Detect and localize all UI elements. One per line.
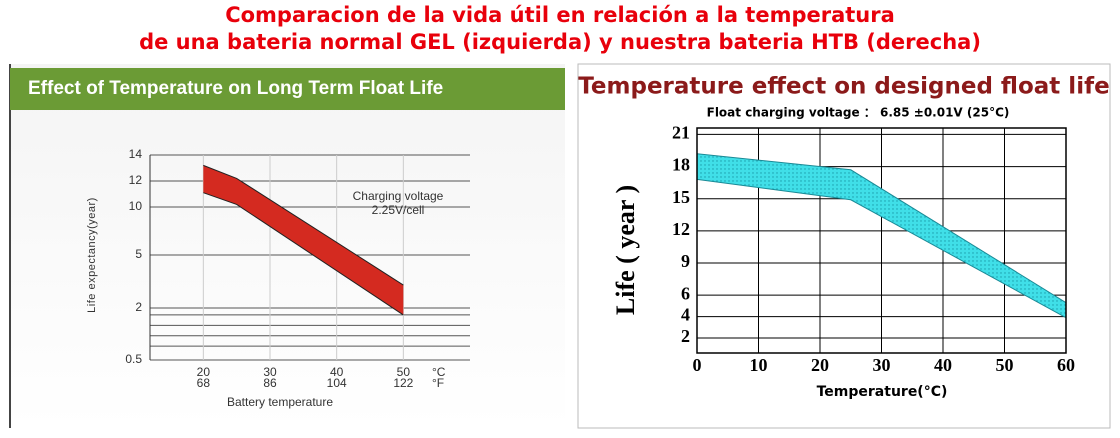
x-axis-label: Battery temperature <box>227 395 333 409</box>
y-tick-label: 15 <box>672 187 690 207</box>
page-title: Comparacion de la vida útil en relación … <box>225 3 895 27</box>
chart-subtitle: Float charging voltage ： 6.85 ±0.01V (25… <box>707 106 1010 120</box>
x-tick-label: 30 <box>263 365 277 379</box>
band-edge <box>696 178 1067 319</box>
right-chart: Temperature effect on designed float lif… <box>577 63 1111 429</box>
chart-title: Temperature effect on designed float lif… <box>578 74 1109 100</box>
y-tick-label: 21 <box>672 123 690 143</box>
x-tick-label: 104 <box>327 376 347 390</box>
header-bar <box>10 68 565 110</box>
y-tick-label: 6 <box>681 283 690 303</box>
x-tick-label: 68 <box>197 376 211 390</box>
x-tick-label: 50 <box>397 365 411 379</box>
y-tick-label: 2 <box>681 326 690 346</box>
x-unit: °F <box>432 376 444 390</box>
x-tick-label: 50 <box>996 355 1014 375</box>
page-title: de una bateria normal GEL (izquierda) y … <box>139 30 981 54</box>
x-tick-label: 0 <box>693 355 702 375</box>
x-tick-label: 86 <box>263 376 277 390</box>
y-tick-label: 12 <box>672 219 690 239</box>
x-tick-label: 122 <box>393 376 413 390</box>
band-edge <box>203 192 404 316</box>
y-tick-label: 0.5 <box>125 352 142 366</box>
band-fill <box>203 165 404 315</box>
x-tick-label: 40 <box>934 355 952 375</box>
x-tick-label: 60 <box>1057 355 1075 375</box>
x-tick-label: 20 <box>197 365 211 379</box>
chart-title: Effect of Temperature on Long Term Float… <box>28 78 443 99</box>
band-edge <box>203 164 404 286</box>
panel <box>577 63 1111 429</box>
y-tick-label: 18 <box>672 155 690 175</box>
y-tick-label: 10 <box>129 199 143 213</box>
band-edge <box>696 153 1067 304</box>
x-axis-label: Temperature(°C) <box>817 384 948 400</box>
y-tick-label: 4 <box>681 305 690 325</box>
y-tick-label: 5 <box>135 247 142 261</box>
y-tick-label: 14 <box>129 147 143 161</box>
plot-frame <box>696 127 1067 354</box>
x-tick-label: 20 <box>811 355 829 375</box>
y-tick-label: 2 <box>135 300 142 314</box>
x-tick-label: 30 <box>873 355 891 375</box>
y-axis-label: Life expectancy(year) <box>86 197 98 313</box>
y-tick-label: 12 <box>129 173 143 187</box>
panel <box>10 64 565 428</box>
x-tick-label: 40 <box>330 365 344 379</box>
x-tick-label: 10 <box>750 355 768 375</box>
x-unit: °C <box>432 365 446 379</box>
annotation: Charging voltage <box>353 189 444 203</box>
y-axis-label: Life ( year ) <box>611 185 640 315</box>
band-fill <box>697 153 1066 318</box>
annotation: 2.25V/cell <box>372 203 425 217</box>
y-tick-label: 9 <box>681 251 690 271</box>
left-chart: Effect of Temperature on Long Term Float… <box>9 64 565 428</box>
